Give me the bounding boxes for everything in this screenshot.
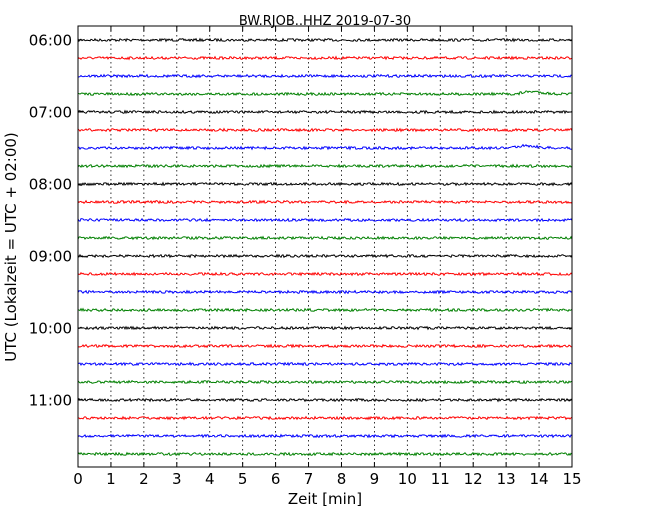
x-tick-label: 14 <box>530 470 549 488</box>
y-tick-label: 10:00 <box>29 320 72 338</box>
trace-0915 <box>77 271 573 277</box>
x-tick-label: 13 <box>497 470 516 488</box>
trace-1000 <box>77 325 573 331</box>
x-tick-label: 9 <box>370 470 380 488</box>
trace-1115 <box>77 415 573 421</box>
trace-1100 <box>77 397 572 403</box>
trace-1015 <box>77 343 573 349</box>
trace-0715 <box>77 127 573 133</box>
x-tick-label: 12 <box>464 470 483 488</box>
trace-1130 <box>77 433 573 439</box>
trace-group <box>77 37 573 457</box>
trace-1145 <box>77 451 573 457</box>
x-tick-label: 10 <box>398 470 417 488</box>
plot-frame <box>77 25 573 468</box>
y-tick-label: 11:00 <box>29 392 72 410</box>
trace-0700 <box>77 109 573 115</box>
x-tick-label: 8 <box>337 470 347 488</box>
y-tick-label: 09:00 <box>29 248 72 266</box>
y-tick-label: 08:00 <box>29 176 72 194</box>
chart-title: BW.RJOB..HHZ 2019-07-30 <box>239 14 411 29</box>
trace-0945 <box>77 307 573 313</box>
x-tick-label: 2 <box>139 470 149 488</box>
x-tick-label: 4 <box>205 470 215 488</box>
trace-0900 <box>77 253 573 259</box>
x-tick-label: 11 <box>431 470 450 488</box>
trace-0645 <box>77 90 573 97</box>
trace-0630 <box>77 73 573 79</box>
y-tick-label: 06:00 <box>29 32 72 50</box>
trace-0615 <box>77 55 573 61</box>
x-axis: 0 1 2 3 4 5 6 7 8 9 10 11 12 13 14 15 <box>73 26 582 488</box>
y-tick-label: 07:00 <box>29 104 72 122</box>
x-tick-label: 7 <box>304 470 314 488</box>
trace-0745 <box>77 163 573 169</box>
x-tick-label: 15 <box>562 470 581 488</box>
trace-0600 <box>77 37 573 43</box>
x-axis-label: Zeit [min] <box>288 490 362 508</box>
x-tick-label: 6 <box>271 470 281 488</box>
x-tick-label: 3 <box>172 470 182 488</box>
trace-1045 <box>77 379 573 385</box>
trace-0845 <box>77 235 573 241</box>
trace-0930 <box>77 289 573 295</box>
y-axis: 06:00 07:00 08:00 09:00 10:00 11:00 <box>29 32 572 410</box>
trace-0800 <box>77 181 573 187</box>
x-tick-label: 1 <box>106 470 116 488</box>
trace-0830 <box>77 217 573 223</box>
trace-1030 <box>77 361 573 367</box>
x-tick-label: 5 <box>238 470 248 488</box>
x-tick-label: 0 <box>73 470 83 488</box>
trace-0815 <box>77 199 573 205</box>
y-axis-label: UTC (Lokalzeit = UTC + 02:00) <box>2 132 20 362</box>
grid-lines <box>110 26 540 467</box>
trace-0730 <box>77 143 573 151</box>
